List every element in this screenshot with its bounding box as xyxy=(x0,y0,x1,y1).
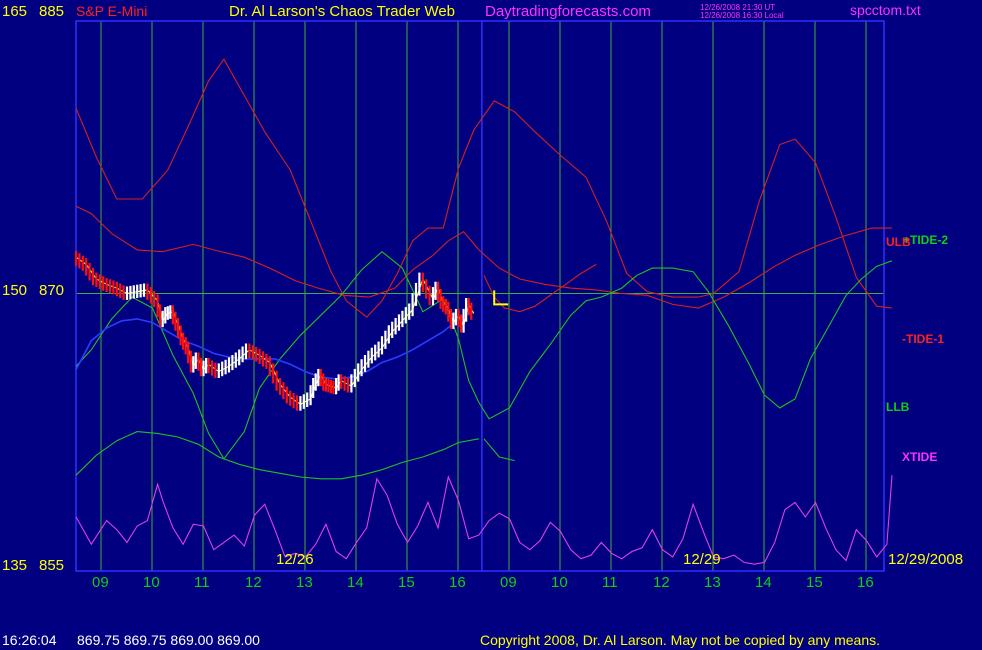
series-layer xyxy=(75,58,893,565)
left-scale-bottom: 135 xyxy=(2,557,27,574)
label-plus-tide-2: +TIDE-2 xyxy=(903,233,948,247)
hour-tick-label: 09 xyxy=(500,574,517,591)
grid xyxy=(100,21,867,571)
hour-tick-label: 11 xyxy=(602,574,618,591)
hour-tick-label: 10 xyxy=(551,574,568,591)
left-price-bottom: 855 xyxy=(39,557,64,574)
plot-frame xyxy=(75,20,885,572)
hour-tick-label: 13 xyxy=(296,574,313,591)
hour-tick-label: 15 xyxy=(398,574,415,591)
left-price-top: 885 xyxy=(39,3,64,20)
series-price xyxy=(75,256,475,405)
label-llb: LLB xyxy=(886,400,910,414)
price-bars xyxy=(74,250,473,411)
label-ulb: ULB xyxy=(886,235,911,249)
quote-time: 16:26:04 xyxy=(2,632,57,648)
site-name: Daytradingforecasts.com xyxy=(485,3,651,20)
left-price-mid: 870 xyxy=(39,282,64,299)
left-scale-mid: 150 xyxy=(2,282,27,299)
hour-tick-label: 13 xyxy=(704,574,721,591)
series-xtide xyxy=(75,475,893,565)
series-ulb xyxy=(75,205,892,309)
copyright: Copyright 2008, Dr. Al Larson. May not b… xyxy=(480,632,880,648)
instrument-label: S&P E-Mini xyxy=(76,3,147,19)
hour-tick-label: 09 xyxy=(92,574,109,591)
hour-tick-label: 16 xyxy=(857,574,874,591)
left-scale-top: 165 xyxy=(2,3,27,20)
marker xyxy=(493,290,509,306)
hour-tick-labels: 09 10 11 12 13 14 15 16 09 10 11 12 13 14 15 16 xyxy=(92,574,874,591)
series--tide-2 xyxy=(75,250,893,460)
label-xtide: XTIDE xyxy=(902,450,937,464)
hour-tick-label: 14 xyxy=(755,574,772,591)
chart-title: Dr. Al Larson's Chaos Trader Web xyxy=(229,3,455,20)
marker-l xyxy=(493,290,509,306)
series-avg-blue xyxy=(75,310,475,380)
hour-tick-label: 15 xyxy=(806,574,823,591)
series-llb-2 xyxy=(483,438,515,462)
label-minus-tide-1: -TIDE-1 xyxy=(902,332,944,346)
hour-tick-label: 12 xyxy=(245,574,262,591)
time-local: 12/26/2008 16:30 Local xyxy=(700,11,784,20)
hour-tick-label: 12 xyxy=(653,574,670,591)
date-label-1229: 12/29 xyxy=(683,551,721,568)
hour-tick-label: 10 xyxy=(143,574,160,591)
series-llb xyxy=(75,431,479,480)
hour-tick-label: 14 xyxy=(347,574,364,591)
time-ut: 12/26/2008 21:30 UT xyxy=(700,3,775,12)
hour-tick-label: 16 xyxy=(449,574,466,591)
series--tide-1 xyxy=(75,58,893,318)
series-ulb-2 xyxy=(483,263,597,313)
file-name: spcctom.txt xyxy=(850,2,921,18)
date-label-full: 12/29/2008 xyxy=(888,551,963,568)
hour-tick-label: 11 xyxy=(194,574,210,591)
quote-values: 869.75 869.75 869.00 869.00 xyxy=(77,632,260,648)
date-label-1226: 12/26 xyxy=(276,551,314,568)
